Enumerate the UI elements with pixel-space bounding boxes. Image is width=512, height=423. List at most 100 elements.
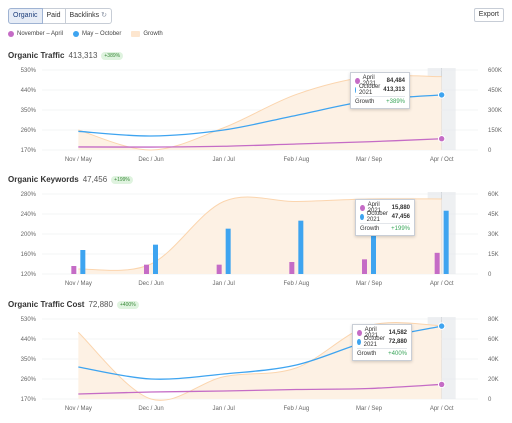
tab-organic[interactable]: Organic (8, 8, 43, 24)
legend-nov-apr[interactable]: November – April (8, 31, 63, 37)
tab-backlinks[interactable]: Backlinks ↻ (65, 8, 112, 24)
bar-nov-apr (216, 264, 222, 274)
right-tick-label: 0 (488, 397, 492, 403)
tooltip-growth-value: +400% (388, 351, 407, 357)
x-tick-label: Mar / Sep (356, 157, 383, 163)
tooltip-b-marker (355, 86, 356, 93)
refresh-icon: ↻ (101, 12, 107, 19)
tooltip-growth-value: +199% (391, 226, 410, 232)
bar-nov-apr (362, 259, 367, 274)
legend-may-oct[interactable]: May – October (73, 31, 121, 37)
right-tick-label: 0 (488, 272, 492, 278)
point-may-oct (437, 322, 446, 330)
x-tick-label: Jan / Jul (212, 406, 234, 412)
tooltip-growth-label: Growth (357, 351, 377, 357)
x-tick-label: Nov / May (65, 281, 92, 287)
legend-nov-apr-label: November – April (17, 31, 64, 37)
tab-backlinks-label: Backlinks (69, 12, 100, 19)
left-tick-label: 170% (21, 397, 37, 403)
organic-traffic-chart[interactable]: 530% 600K 440% 450K 350% 300K 260% 150K 170% 0 Nov… (0, 63, 512, 168)
growth-area (78, 322, 442, 401)
line-nov-apr (78, 383, 442, 395)
export-button[interactable]: Export (473, 8, 504, 22)
chart-title-cost-badge: +400% (116, 300, 139, 309)
left-tick-label: 530% (21, 68, 37, 74)
chart-title-traffic-badge: +389% (101, 51, 124, 60)
legend-growth-marker (131, 31, 141, 37)
point-nov-apr (437, 135, 446, 143)
legend-may-oct-label: May – October (82, 31, 122, 37)
tooltip-keywords: April 2021 15,880 October 2021 47,456 Grow… (355, 199, 415, 236)
x-tick-label: Mar / Sep (356, 406, 383, 412)
left-tick-label: 260% (21, 377, 37, 383)
tooltip-cost: April 2021 14,582 October 2021 72,880 Grow… (352, 324, 412, 361)
chart-title-keywords-label: Organic Keywords (8, 175, 79, 184)
right-tick-label: 20K (488, 377, 499, 383)
tooltip-a-value: 15,880 (391, 204, 410, 211)
bar-may-oct (225, 228, 231, 274)
left-tick-label: 530% (21, 317, 37, 323)
x-tick-label: Feb / Aug (283, 281, 309, 287)
left-tick-label: 240% (21, 212, 37, 218)
chart-title-cost-label: Organic Traffic Cost (8, 300, 85, 309)
organic-keywords-chart[interactable]: 280% 60K 240% 45K 200% 30K 160% 15K 120% 0 Nov / M… (0, 187, 512, 292)
right-tick-label: 600K (488, 68, 502, 74)
bar-may-oct (371, 218, 376, 274)
tooltip-a-value: 84,484 (386, 77, 405, 84)
tooltip-growth-label: Growth (360, 226, 380, 232)
tooltip-growth-value: +389% (386, 99, 405, 105)
left-tick-label: 350% (21, 357, 37, 363)
tooltip-growth-label: Growth (355, 99, 375, 105)
x-tick-label: Apr / Oct (430, 281, 454, 287)
right-tick-label: 30K (488, 232, 499, 238)
x-tick-label: Jan / Jul (212, 157, 234, 163)
x-tick-label: Jan / Jul (212, 281, 234, 287)
x-tick-label: Feb / Aug (283, 406, 309, 412)
right-tick-label: 40K (488, 357, 499, 363)
tooltip-a-marker (360, 204, 365, 211)
x-tick-label: Feb / Aug (283, 157, 309, 163)
legend-nov-apr-marker (8, 31, 14, 37)
chart-title-cost-value: 72,880 (88, 300, 113, 309)
left-tick-label: 440% (21, 337, 37, 343)
tooltip-a-marker (355, 77, 360, 84)
tooltip-a-value: 14,582 (388, 329, 407, 336)
right-tick-label: 60K (488, 192, 499, 198)
x-tick-label: Mar / Sep (356, 281, 383, 287)
bar-may-oct (80, 250, 86, 274)
bar-nov-apr (289, 262, 295, 274)
chart-title-traffic-value: 413,313 (68, 51, 98, 60)
legend-may-oct-marker (73, 31, 80, 37)
right-tick-label: 80K (488, 317, 499, 323)
right-tick-label: 450K (488, 88, 502, 94)
right-tick-label: 150K (488, 128, 502, 134)
left-tick-label: 170% (21, 148, 37, 154)
left-tick-label: 120% (21, 272, 37, 278)
tooltip-a-label: April 2021 (362, 74, 377, 87)
legend-growth-label: Growth (143, 31, 163, 37)
line-nov-apr (78, 138, 442, 148)
left-tick-label: 260% (21, 128, 37, 134)
tooltip-a-marker (357, 329, 362, 336)
right-tick-label: 0 (488, 148, 492, 154)
bar-nov-apr (144, 264, 149, 274)
point-nov-apr (437, 380, 446, 389)
x-tick-label: Nov / May (65, 157, 92, 163)
chart-title-keywords-value: 47,456 (82, 175, 108, 184)
tooltip-a-label: April 2021 (367, 201, 382, 214)
tooltip-a-label: April 2021 (364, 326, 379, 339)
organic-traffic-cost-chart[interactable]: 530% 80K 440% 60K 350% 40K 260% 20K 170% 0 Nov / M… (0, 312, 512, 417)
tab-paid[interactable]: Paid (42, 8, 66, 24)
legend-growth[interactable]: Growth (131, 31, 163, 37)
point-may-oct (437, 91, 446, 99)
tooltip-b-marker (360, 213, 364, 220)
tooltip-b-value: 413,313 (383, 86, 405, 93)
left-tick-label: 160% (21, 252, 37, 258)
chart-title-cost: Organic Traffic Cost 72,880 +400% (8, 300, 139, 309)
tooltip-b-marker (357, 338, 361, 345)
left-tick-label: 280% (21, 192, 37, 198)
tooltip-b-value: 47,456 (391, 213, 410, 220)
x-tick-label: Nov / May (65, 406, 92, 412)
chart-legend: November – April May – October Growth (8, 31, 163, 37)
report-tabs: Organic Paid Backlinks ↻ (8, 8, 112, 24)
